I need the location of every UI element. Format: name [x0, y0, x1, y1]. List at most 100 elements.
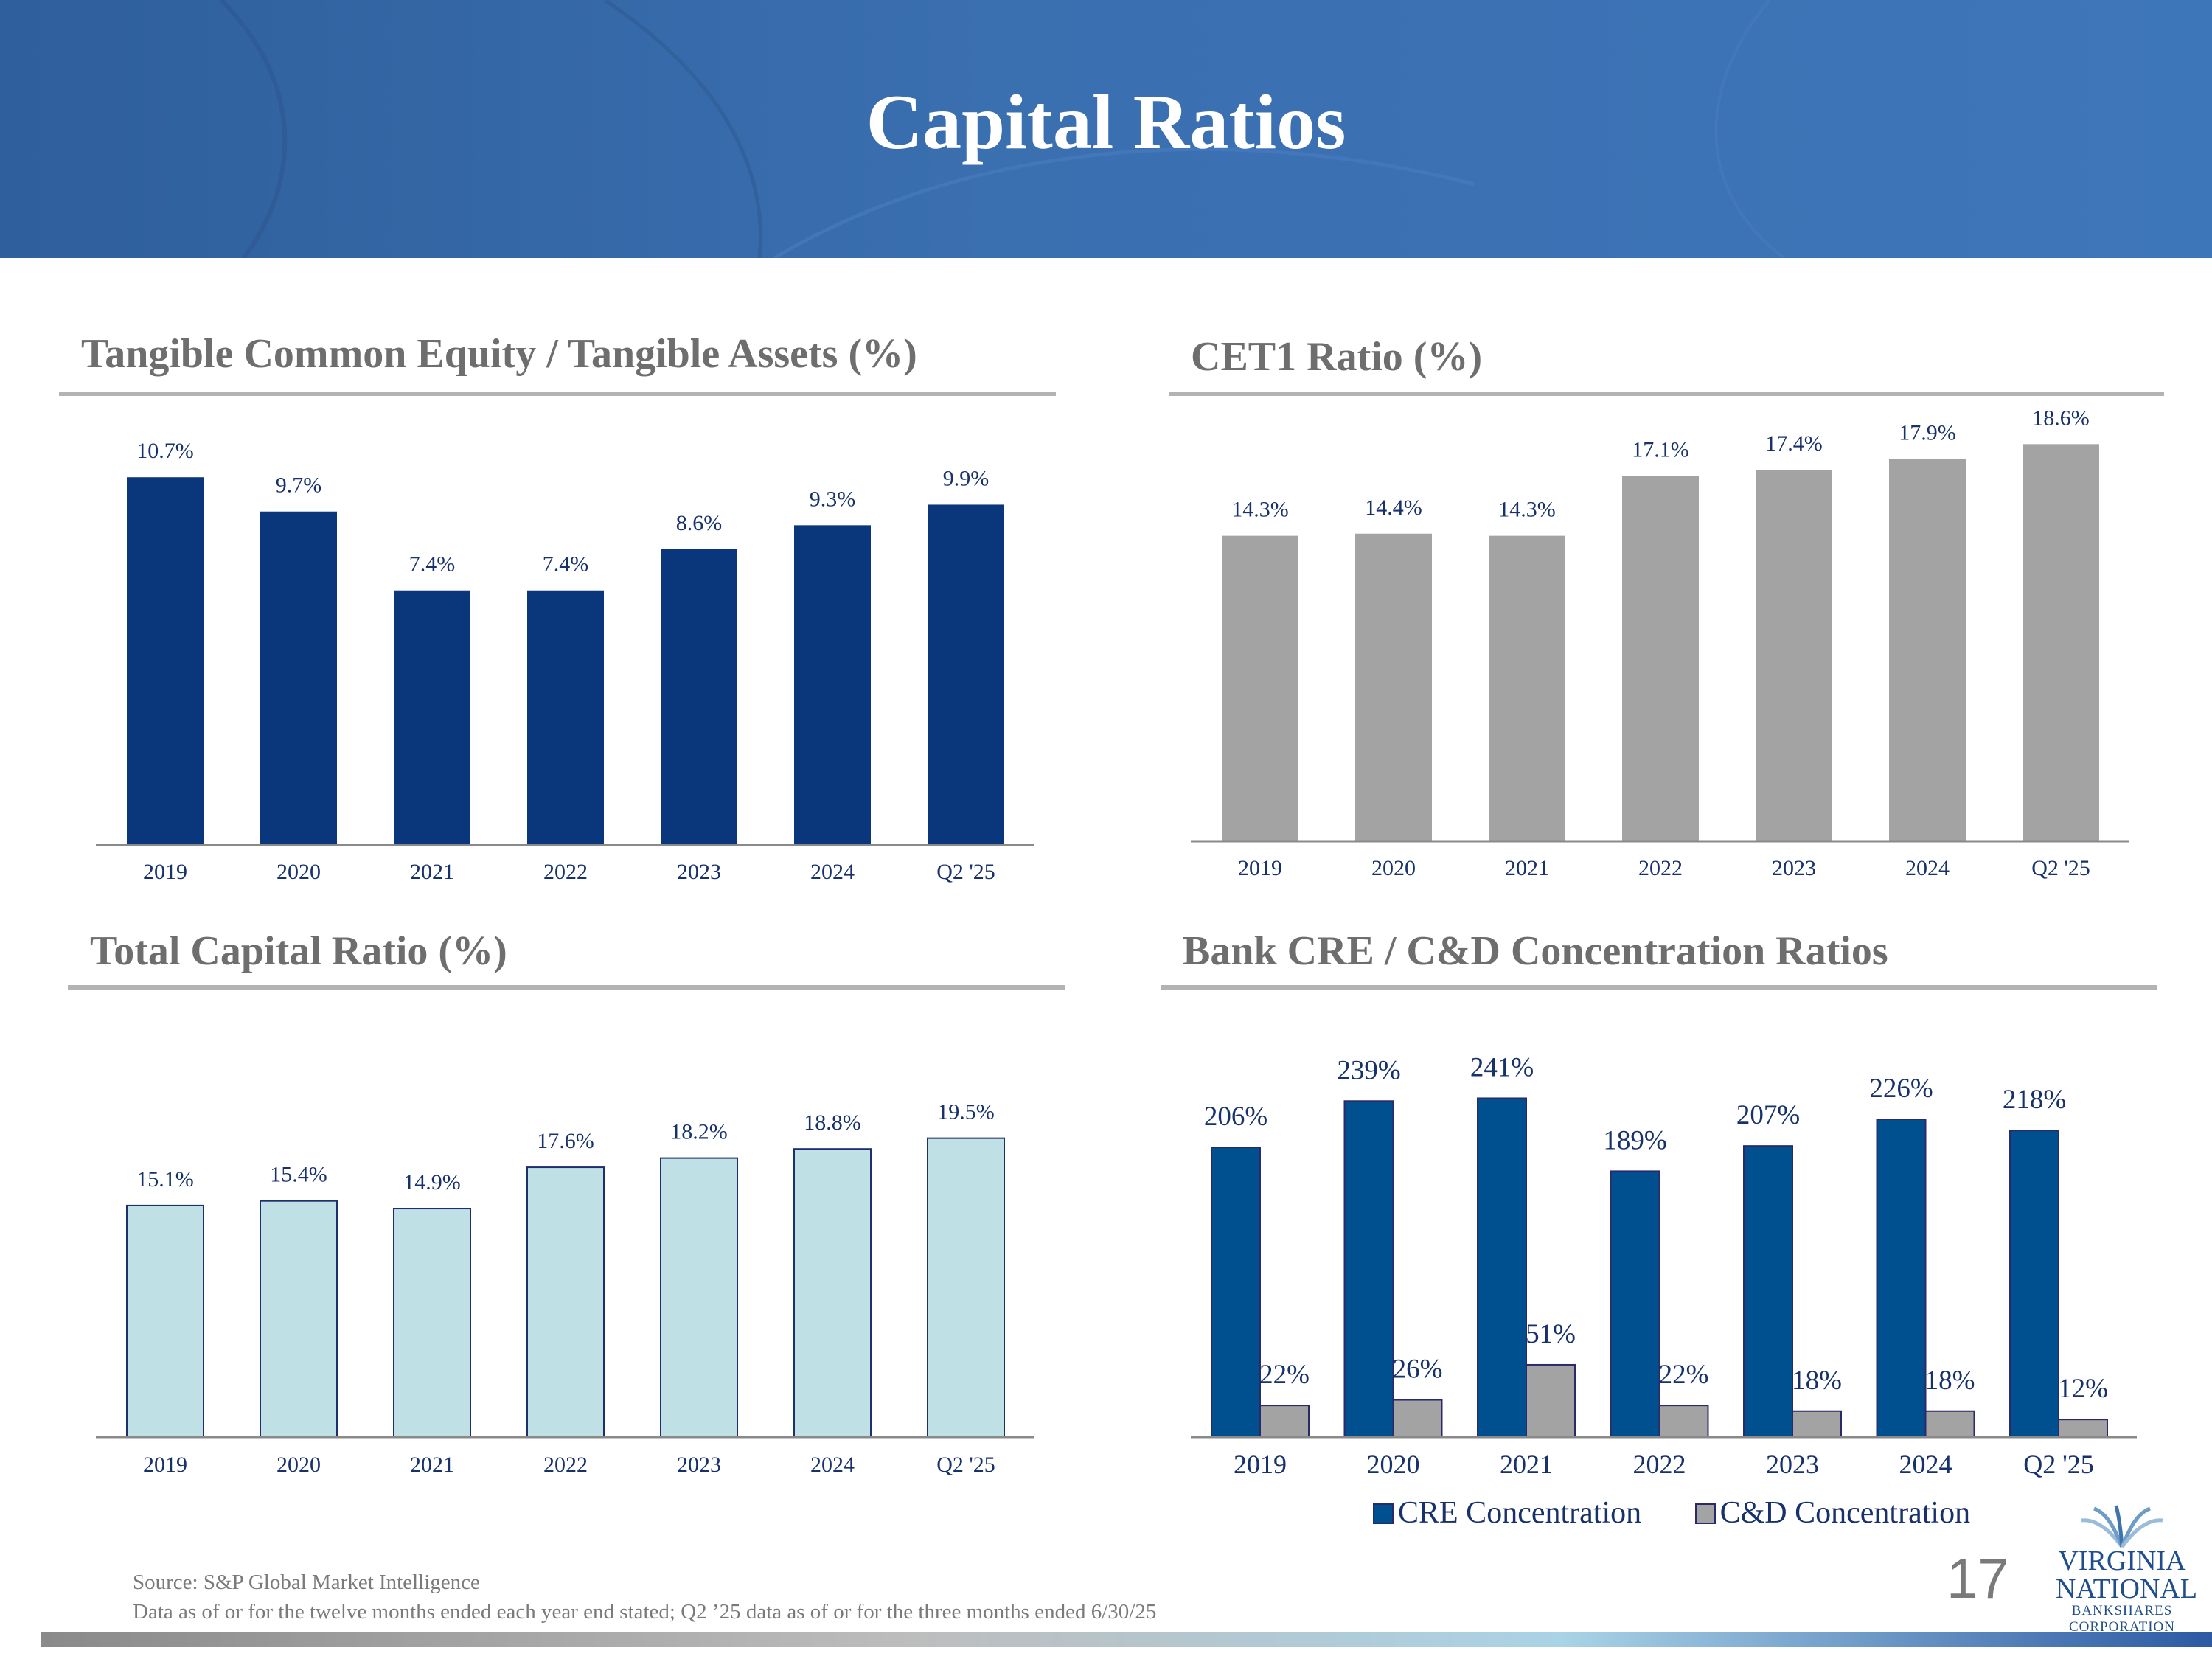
cet1-tick-label: Q2 '25 — [2031, 856, 2090, 880]
cd-data-label: 18% — [1792, 1366, 1842, 1396]
cre-chart-legend: CRE Concentration C&D Concentration — [1373, 1495, 2016, 1531]
cre-tick-label: 2022 — [1633, 1450, 1686, 1479]
total-bar — [260, 1200, 338, 1438]
cet1-bar — [1222, 535, 1298, 841]
cet1-tick-label: 2024 — [1905, 856, 1950, 880]
cre-tick-label: 2024 — [1899, 1450, 1952, 1479]
cet1-bar — [1889, 459, 1966, 841]
tce-bar — [661, 549, 737, 844]
total-tick-label: 2024 — [810, 1453, 855, 1477]
total-tick-label: 2023 — [677, 1453, 721, 1477]
total-tick-label: 2022 — [543, 1453, 588, 1477]
total-bar — [793, 1148, 872, 1438]
cd-data-label: 12% — [2058, 1374, 2108, 1404]
cet1-bar — [1756, 470, 1832, 841]
cd-bar — [1259, 1405, 1310, 1438]
cd-data-label: 26% — [1393, 1354, 1443, 1385]
tce-bar — [527, 590, 604, 844]
legend-swatch-cre — [1373, 1503, 1394, 1524]
cd-data-label: 51% — [1526, 1319, 1576, 1349]
tce-chart-title: Tangible Common Equity / Tangible Assets… — [81, 331, 917, 377]
tce-tick-label: 2020 — [276, 860, 321, 884]
data-footnote: Data as of or for the twelve months ende… — [133, 1600, 1157, 1624]
tce-data-label: 10.7% — [136, 439, 194, 463]
total-bar — [927, 1137, 1005, 1438]
cre-tick-label: 2021 — [1500, 1450, 1553, 1479]
cre-cd-concentration-chart: 206% 22% 2019 239% 26% 2020 241% 51% 2021 189% 22%… — [1191, 1052, 2137, 1479]
cet1-title-rule — [1169, 392, 2164, 396]
cre-bar — [1477, 1097, 1527, 1437]
total-tick-label: 2019 — [143, 1453, 187, 1477]
cd-data-label: 22% — [1259, 1360, 1310, 1390]
tce-data-label: 9.9% — [943, 466, 990, 490]
total-tick-label: 2020 — [276, 1453, 321, 1477]
cet1-tick-label: 2019 — [1238, 856, 1282, 880]
cre-tick-label: 2020 — [1367, 1450, 1420, 1479]
cre-title-rule — [1161, 985, 2157, 990]
logo-line-national: NATIONAL — [2056, 1573, 2198, 1604]
cet1-data-label: 14.3% — [1498, 498, 1556, 522]
page-title: Capital Ratios — [866, 79, 1346, 165]
cre-bar — [2009, 1130, 2059, 1438]
cet1-bar-chart: 14.3% 2019 14.4% 2020 14.3% 2021 17.1% 2022 17.4… — [1191, 406, 2129, 880]
total-data-label: 14.9% — [403, 1170, 461, 1194]
cre-tick-label: 2023 — [1766, 1450, 1819, 1479]
tce-data-label: 8.6% — [676, 511, 723, 535]
cre-bar — [1876, 1119, 1927, 1438]
total-capital-bar-chart: 15.1% 2019 15.4% 2020 14.9% 2021 17.6% 2022 18.2… — [96, 1100, 1034, 1477]
tce-bar-chart: 10.7% 2019 9.7% 2020 7.4% 2021 7.4% 2022 8.6% 202… — [96, 439, 1034, 884]
tce-data-label: 9.3% — [810, 487, 856, 511]
cre-data-label: 241% — [1470, 1052, 1534, 1082]
cet1-chart-title: CET1 Ratio (%) — [1191, 334, 1483, 380]
tce-tick-label: 2022 — [543, 860, 588, 884]
cet1-tick-label: 2022 — [1638, 856, 1683, 880]
cre-data-label: 189% — [1603, 1125, 1666, 1155]
tce-tick-label: 2023 — [677, 860, 721, 884]
total-bar — [126, 1204, 204, 1437]
cre-bar — [1610, 1170, 1660, 1438]
total-capital-title-rule — [68, 985, 1065, 990]
cet1-data-label: 17.1% — [1632, 438, 1689, 462]
cet1-data-label: 14.3% — [1231, 498, 1289, 522]
total-data-label: 18.2% — [670, 1120, 728, 1144]
cre-chart-title: Bank CRE / C&D Concentration Ratios — [1183, 928, 1888, 974]
cet1-tick-label: 2021 — [1505, 856, 1549, 880]
cd-bar — [1924, 1410, 1975, 1437]
legend-item-cd: C&D Concentration — [1694, 1495, 1970, 1531]
total-data-label: 15.1% — [136, 1167, 194, 1192]
source-footnote: Source: S&P Global Market Intelligence — [133, 1571, 480, 1594]
tce-bar — [928, 504, 1004, 844]
cd-bar — [1792, 1410, 1842, 1437]
tce-data-label: 9.7% — [276, 473, 322, 498]
logo-line-virginia: VIRGINIA — [2058, 1545, 2186, 1576]
total-data-label: 18.8% — [804, 1110, 861, 1135]
cre-tick-label: Q2 '25 — [2023, 1450, 2093, 1479]
cd-bar — [2058, 1419, 2108, 1438]
cre-data-label: 206% — [1204, 1102, 1267, 1132]
tce-bar — [127, 477, 204, 844]
total-tick-label: 2021 — [410, 1453, 454, 1477]
total-capital-chart-title: Total Capital Ratio (%) — [90, 928, 507, 974]
cre-tick-label: 2019 — [1234, 1450, 1287, 1479]
cet1-tick-label: 2023 — [1772, 856, 1816, 880]
tce-tick-label: Q2 '25 — [936, 860, 995, 884]
page-number: 17 — [1947, 1548, 2009, 1610]
footer-gradient-bar — [41, 1632, 2212, 1647]
total-bar — [393, 1208, 471, 1437]
company-logo: VIRGINIA NATIONAL BANKSHARES CORPORATION — [2056, 1504, 2198, 1635]
cre-data-label: 239% — [1337, 1055, 1400, 1085]
tce-bar — [394, 590, 470, 844]
logo-line-corporation: CORPORATION — [2068, 1619, 2176, 1635]
tce-bar — [260, 511, 337, 844]
logo-line-bankshares: BANKSHARES — [2071, 1603, 2173, 1618]
cre-data-label: 207% — [1736, 1100, 1800, 1130]
cet1-tick-label: 2020 — [1371, 856, 1416, 880]
cet1-data-label: 17.4% — [1765, 431, 1823, 456]
header-banner: Capital Ratios — [0, 0, 2212, 258]
total-bar — [526, 1166, 605, 1437]
cet1-data-label: 18.6% — [2032, 406, 2090, 430]
cre-bar — [1211, 1147, 1261, 1437]
tce-data-label: 7.4% — [409, 552, 456, 577]
cd-bar — [1392, 1399, 1443, 1437]
header-decoration — [219, 0, 1786, 258]
